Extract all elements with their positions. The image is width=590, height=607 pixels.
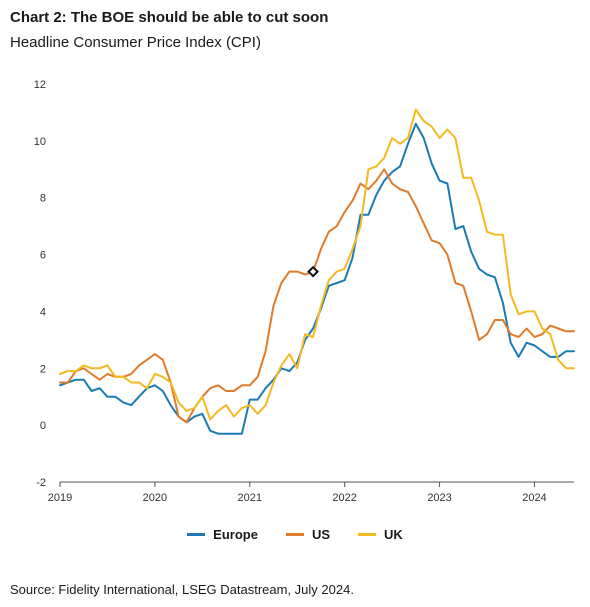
x-tick-label: 2023 bbox=[427, 492, 451, 504]
y-tick-label: 4 bbox=[40, 306, 46, 318]
legend-swatch-uk bbox=[358, 533, 377, 536]
x-tick-label: 2021 bbox=[238, 492, 262, 504]
legend-item-uk: UK bbox=[358, 527, 403, 542]
legend-swatch-us bbox=[285, 533, 304, 536]
legend-label-uk: UK bbox=[384, 527, 403, 542]
y-tick-label: -2 bbox=[36, 477, 46, 489]
series-line-us bbox=[59, 168, 575, 424]
legend-label-us: US bbox=[311, 527, 331, 542]
chart-subtitle: Headline Consumer Price Index (CPI) bbox=[10, 34, 261, 51]
y-tick-label: 12 bbox=[34, 79, 46, 91]
x-tick-label: 2019 bbox=[48, 492, 72, 504]
chart-title: Chart 2: The BOE should be able to cut s… bbox=[10, 9, 329, 26]
x-tick-label: 2020 bbox=[143, 492, 167, 504]
legend-label-europe: Europe bbox=[213, 527, 258, 542]
series-line-europe bbox=[59, 122, 575, 435]
series-line-uk bbox=[59, 108, 575, 421]
x-tick-label: 2022 bbox=[332, 492, 356, 504]
source-note: Source: Fidelity International, LSEG Dat… bbox=[10, 582, 354, 597]
line-chart: -2 0 2 4 6 8 10 12 2019 2020 2021 2022 2023 2024 bbox=[34, 79, 575, 504]
legend: Europe US UK bbox=[0, 527, 590, 542]
x-tick-label: 2024 bbox=[522, 492, 546, 504]
y-tick-label: 2 bbox=[40, 363, 46, 375]
y-tick-label: 0 bbox=[40, 420, 46, 432]
legend-swatch-europe bbox=[187, 533, 206, 536]
diamond-marker bbox=[307, 265, 319, 278]
legend-item-us: US bbox=[285, 527, 331, 542]
legend-item-europe: Europe bbox=[187, 527, 258, 542]
y-tick-label: 8 bbox=[40, 193, 46, 205]
y-tick-label: 6 bbox=[40, 250, 46, 262]
y-tick-label: 10 bbox=[34, 136, 46, 148]
